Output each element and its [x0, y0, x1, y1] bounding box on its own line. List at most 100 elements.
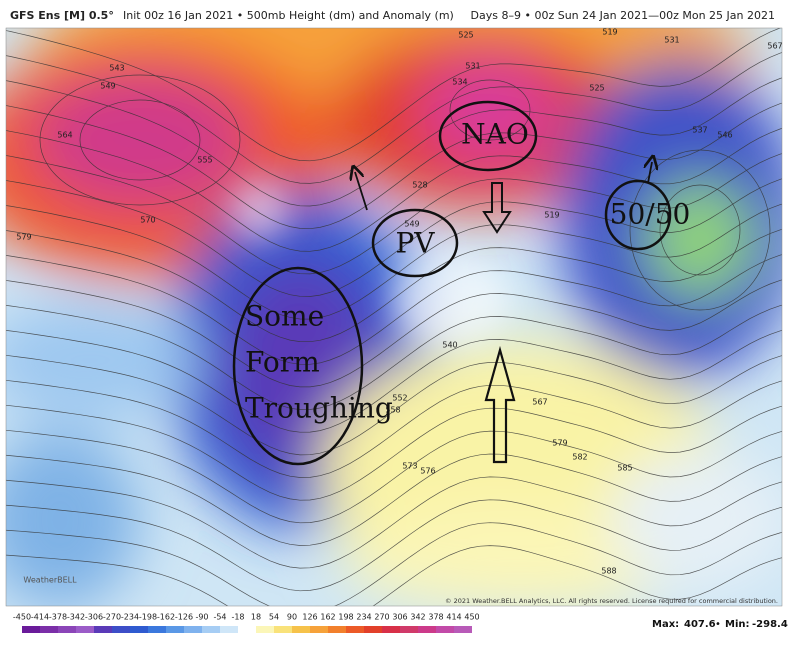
contour-label: 519 [544, 211, 559, 220]
contour-label: 525 [458, 31, 473, 40]
contour-line [6, 153, 782, 275]
contour-line [79, 99, 201, 181]
colorbar-label: 162 [320, 613, 335, 622]
contour-label: 531 [465, 62, 480, 71]
troughing-label: Troughing [245, 392, 393, 425]
contour-label: 570 [140, 216, 155, 225]
pv-label: PV [395, 227, 435, 260]
contour-label: 555 [197, 156, 212, 165]
colorbar-label: -270 [103, 613, 121, 622]
contour-label: 564 [57, 131, 72, 140]
colorbar-swatch [112, 626, 130, 633]
contour-label: 567 [532, 398, 547, 407]
contour-lines [6, 28, 782, 606]
colorbar-label: -306 [85, 613, 103, 622]
colorbar-label: -162 [157, 613, 175, 622]
colorbar-swatch [22, 626, 40, 633]
contour-label: 588 [601, 567, 616, 576]
colorbar-swatch [310, 626, 328, 633]
contour-label: 582 [572, 453, 587, 462]
colorbar-label: -90 [195, 613, 208, 622]
colorbar-swatch [328, 626, 346, 633]
colorbar-label: 54 [269, 613, 279, 622]
fifty-fifty-label: 50/50 [610, 198, 691, 231]
colorbar-swatch [436, 626, 454, 633]
contour-line [6, 545, 782, 606]
contour-label: 534 [452, 78, 467, 87]
colorbar-label: -54 [213, 613, 226, 622]
colorbar-label: 306 [392, 613, 407, 622]
contour-label: 579 [16, 233, 31, 242]
contour-line [6, 28, 782, 162]
colorbar-label: 414 [446, 613, 461, 622]
logo: WeatherBELL [23, 576, 77, 585]
colorbar-label: 126 [302, 613, 317, 622]
contour-line [6, 404, 782, 501]
contour-label: 546 [717, 131, 732, 140]
map-frame [5, 27, 783, 607]
colorbar-label: 342 [410, 613, 425, 622]
contour-label: 558 [385, 406, 400, 415]
contour-label: 537 [692, 126, 707, 135]
max-label: Max: [652, 619, 679, 630]
contour-line [449, 79, 531, 141]
nao-label: NAO [461, 118, 529, 151]
contour-label: 576 [420, 467, 435, 476]
contour-line [6, 379, 782, 478]
contour-line [39, 74, 241, 206]
contour-label: 543 [109, 64, 124, 73]
colorbar-swatch [454, 626, 472, 633]
colorbar-swatch [292, 626, 310, 633]
contour-line [6, 476, 782, 569]
colorbar-label: -378 [49, 613, 67, 622]
colorbar-label: -198 [139, 613, 157, 622]
colorbar-swatch [94, 626, 112, 633]
contour-line [6, 203, 782, 320]
init-title: Init 00z 16 Jan 2021 • 500mb Height (dm)… [123, 9, 454, 22]
contour-label: 585 [617, 464, 632, 473]
contour-line [6, 178, 782, 297]
valid-time: Days 8–9 • 00z Sun 24 Jan 2021—00z Mon 2… [471, 9, 775, 22]
colorbar-swatch [274, 626, 292, 633]
contour-line [6, 228, 782, 343]
contour-labels: 543 549 564 570 579 555 525 531 534 519 531 537 546 5… [16, 28, 782, 576]
contour-line [6, 279, 782, 388]
contour-label: 540 [442, 341, 457, 350]
colorbar-label: -342 [67, 613, 85, 622]
contour-line [6, 52, 782, 184]
separator: • [715, 619, 721, 630]
colorbar-swatch [364, 626, 382, 633]
colorbar-swatch [418, 626, 436, 633]
annotation-shapes [232, 100, 672, 466]
contour-line [6, 354, 782, 456]
max-value: 407.6 [684, 619, 716, 630]
colorbar-swatch [220, 626, 238, 633]
colorbar-label: 18 [251, 613, 261, 622]
colorbar-label: 198 [338, 613, 353, 622]
contour-line [629, 149, 771, 311]
min-value: -298.4 [752, 619, 788, 630]
contour-line [6, 254, 782, 365]
colorbar-swatch [346, 626, 364, 633]
colorbar-label: -126 [175, 613, 193, 622]
colorbar-swatch [202, 626, 220, 633]
colorbar-swatch [382, 626, 400, 633]
model-title: GFS Ens [M] 0.5° [10, 9, 114, 22]
contour-label: 549 [404, 220, 419, 229]
colorbar-label: -414 [31, 613, 49, 622]
colorbar-swatch [184, 626, 202, 633]
troughing-label: Form [245, 346, 320, 379]
contour-label: 549 [100, 82, 115, 91]
contour-line [659, 184, 741, 276]
colorbar-label: 378 [428, 613, 443, 622]
colorbar-swatch [40, 626, 58, 633]
contour-line [6, 329, 782, 433]
colorbar: -450 -414 -378 -342 -306 -270 -234 -198 -162 -126… [13, 613, 480, 633]
copyright: © 2021 Weather.BELL Analytics, LLC. All … [445, 597, 778, 605]
contour-line [6, 453, 782, 546]
colorbar-swatch [130, 626, 148, 633]
colorbar-swatch [148, 626, 166, 633]
